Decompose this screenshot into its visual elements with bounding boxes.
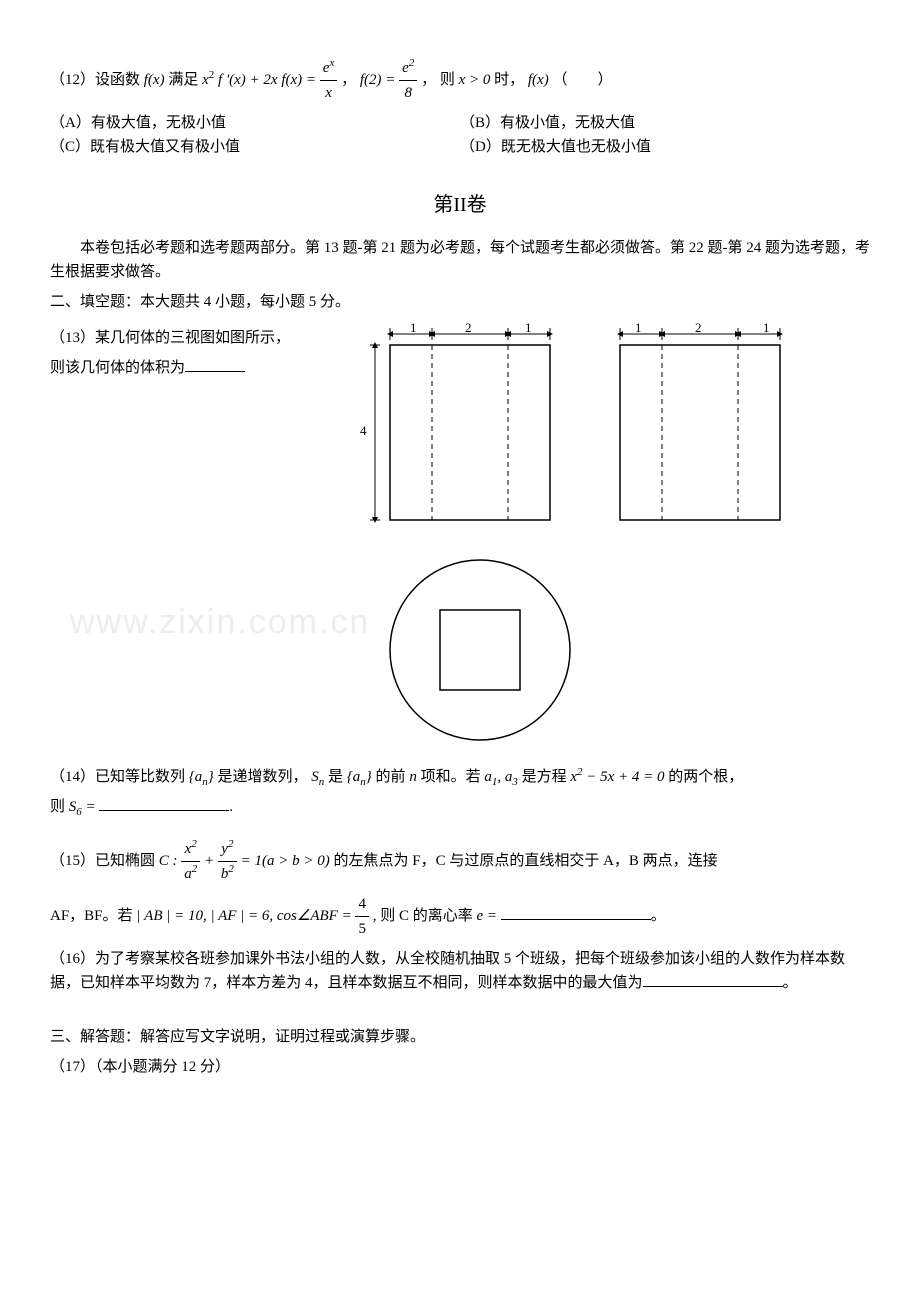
- tail: ， 则: [421, 72, 455, 88]
- paren: （ ）: [552, 72, 612, 88]
- section2-heading: 二、填空题：本大题共 4 小题，每小题 5 分。: [50, 290, 870, 314]
- q13-blank: [185, 357, 245, 372]
- dim-1a: 1: [410, 320, 417, 335]
- q15-a: （15）已知椭圆: [50, 853, 155, 869]
- comma1: ，: [341, 72, 356, 88]
- an-r: }: [208, 769, 214, 785]
- frac-ex-x: ex x: [320, 56, 338, 105]
- q15-b: 的左焦点为 F，C 与过原点的直线相交于 A，B 两点，连接: [334, 853, 718, 869]
- q15-blank: [501, 905, 651, 920]
- an-l: {a: [189, 769, 203, 785]
- figure-side-view: 1 2 1: [605, 320, 815, 540]
- e-eq: e =: [476, 908, 500, 924]
- q14-a: （14）已知等比数列: [50, 769, 185, 785]
- an2-l: {a: [347, 769, 361, 785]
- figure-front-view: 1 2 1 4: [350, 320, 575, 540]
- tail2: 时，: [494, 72, 524, 88]
- x2: x: [570, 769, 577, 785]
- n4: 4: [355, 892, 369, 917]
- q12-fx: f(x): [144, 72, 165, 88]
- sn: S: [311, 769, 319, 785]
- den-x: x: [320, 81, 338, 105]
- q13-line2: 则该几何体的体积为: [50, 360, 185, 376]
- polyrest: − 5x + 4 = 0: [583, 769, 665, 785]
- q14-c: 是: [328, 769, 343, 785]
- q16-blank: [643, 972, 783, 987]
- q15-end: 。: [651, 908, 666, 924]
- x: x: [202, 72, 209, 88]
- q17: （17）（本小题满分 12 分）: [50, 1055, 870, 1079]
- plus: +: [204, 853, 218, 869]
- period: .: [229, 799, 233, 815]
- dim-2: 2: [465, 320, 472, 335]
- q14-2a: 则: [50, 799, 65, 815]
- n: n: [409, 769, 417, 785]
- q14-d: 的前: [376, 769, 406, 785]
- frac-e2-8: e2 8: [399, 56, 417, 105]
- q14-f: 是方程: [522, 769, 567, 785]
- dim-1b: 1: [525, 320, 532, 335]
- ys: 2: [228, 838, 234, 850]
- e2: e: [402, 60, 409, 76]
- q12-label: （12）设函数: [50, 72, 140, 88]
- opt-a: （A）有极大值，无极小值: [50, 111, 460, 135]
- sup2: 2: [409, 57, 415, 69]
- figure-top-view: [380, 550, 580, 750]
- q16-end: 。: [783, 975, 798, 991]
- a3s: 3: [512, 776, 518, 788]
- sep: ,: [497, 769, 505, 785]
- d5: 5: [355, 917, 369, 941]
- dim-4: 4: [360, 423, 367, 438]
- q13-line1: （13）某几何体的三视图如图所示，: [50, 326, 350, 350]
- opt-c: （C）既有极大值又有极小值: [50, 135, 460, 159]
- xs: 2: [191, 838, 197, 850]
- as: 2: [192, 863, 198, 875]
- q12-lhs: x2 f '(x) + 2x f(x) =: [202, 72, 320, 88]
- opt-d: （D）既无极大值也无极小值: [460, 135, 870, 159]
- f2: f(2) =: [360, 72, 396, 88]
- q15-2b: , 则 C 的离心率: [373, 908, 473, 924]
- q14-b: 是递增数列，: [218, 769, 308, 785]
- ad: a: [184, 866, 192, 882]
- sn-sub: n: [319, 776, 325, 788]
- section3-heading: 三、解答题：解答应写文字说明，证明过程或演算步骤。: [50, 1025, 870, 1049]
- a1: a: [484, 769, 492, 785]
- C: C :: [159, 853, 178, 869]
- part2-intro: 本卷包括必考题和选考题两部分。第 13 题-第 21 题为必考题，每个试题考生都…: [50, 236, 870, 284]
- section-ii-title: 第II卷: [50, 189, 870, 221]
- s-dim-1b: 1: [763, 320, 770, 335]
- q15-2a: AF，BF。若: [50, 908, 133, 924]
- den8: 8: [399, 81, 417, 105]
- abf: | AB | = 10, | AF | = 6, cos∠ABF =: [136, 908, 355, 924]
- q14-blank: [99, 796, 229, 811]
- frac-xa: x2 a2: [181, 837, 200, 886]
- frac45: 4 5: [355, 892, 369, 941]
- q14-e: 项和。若: [421, 769, 481, 785]
- yn: y: [221, 841, 228, 857]
- eq: =: [82, 799, 100, 815]
- s-dim-2: 2: [695, 320, 702, 335]
- fx2: f(x): [528, 72, 549, 88]
- q14-g: 的两个根，: [668, 769, 743, 785]
- an2-r: }: [366, 769, 372, 785]
- cond: x > 0: [459, 72, 491, 88]
- q12-eq: f '(x) + 2x f(x) =: [218, 72, 316, 88]
- q12-mid1: 满足: [168, 72, 198, 88]
- bs: 2: [228, 863, 234, 875]
- q15eq: = 1(a > b > 0): [241, 853, 330, 869]
- frac-yb: y2 b2: [218, 837, 237, 886]
- x-sup: x: [329, 57, 334, 69]
- opt-b: （B）有极小值，无极大值: [460, 111, 870, 135]
- s-dim-1a: 1: [635, 320, 642, 335]
